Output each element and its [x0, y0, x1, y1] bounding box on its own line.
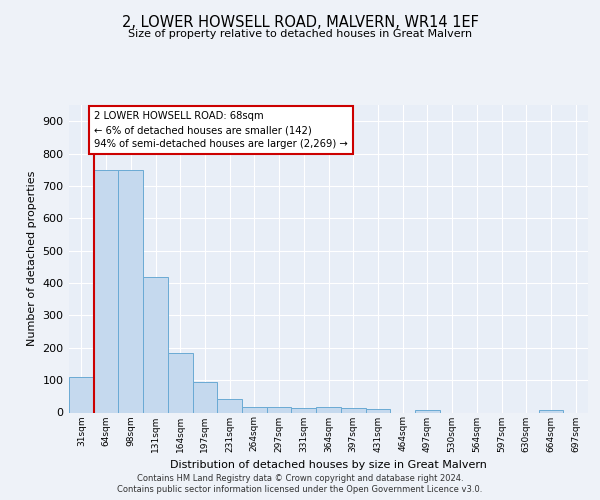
Text: Contains HM Land Registry data © Crown copyright and database right 2024.: Contains HM Land Registry data © Crown c…	[137, 474, 463, 483]
X-axis label: Distribution of detached houses by size in Great Malvern: Distribution of detached houses by size …	[170, 460, 487, 470]
Bar	[365, 410, 390, 412]
Bar	[94, 170, 118, 412]
Bar	[143, 276, 168, 412]
Bar	[242, 406, 267, 412]
Bar	[267, 406, 292, 412]
Bar	[168, 352, 193, 412]
Text: Contains public sector information licensed under the Open Government Licence v3: Contains public sector information licen…	[118, 485, 482, 494]
Y-axis label: Number of detached properties: Number of detached properties	[27, 171, 37, 346]
Bar	[341, 408, 365, 412]
Bar	[69, 377, 94, 412]
Text: Size of property relative to detached houses in Great Malvern: Size of property relative to detached ho…	[128, 29, 472, 39]
Text: 2, LOWER HOWSELL ROAD, MALVERN, WR14 1EF: 2, LOWER HOWSELL ROAD, MALVERN, WR14 1EF	[122, 15, 478, 30]
Bar	[193, 382, 217, 412]
Bar	[118, 170, 143, 412]
Bar	[415, 410, 440, 412]
Text: 2 LOWER HOWSELL ROAD: 68sqm
← 6% of detached houses are smaller (142)
94% of sem: 2 LOWER HOWSELL ROAD: 68sqm ← 6% of deta…	[94, 112, 348, 150]
Bar	[539, 410, 563, 412]
Bar	[316, 406, 341, 412]
Bar	[217, 399, 242, 412]
Bar	[292, 408, 316, 412]
